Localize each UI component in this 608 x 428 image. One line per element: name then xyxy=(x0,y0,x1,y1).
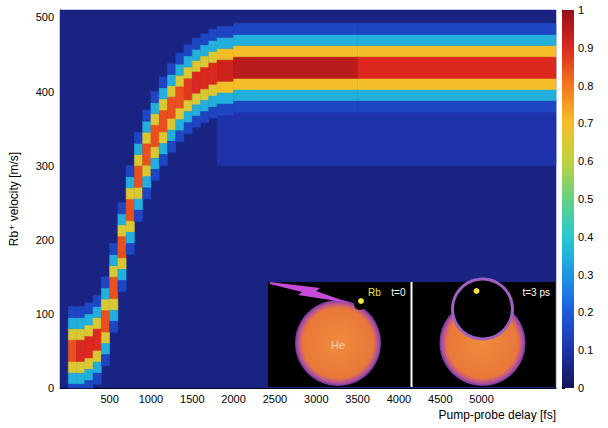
svg-text:2000: 2000 xyxy=(221,393,245,405)
svg-text:200: 200 xyxy=(36,234,54,246)
svg-text:100: 100 xyxy=(36,308,54,320)
svg-text:0.2: 0.2 xyxy=(578,306,593,318)
svg-text:Rb: Rb xyxy=(368,287,381,298)
svg-text:0: 0 xyxy=(48,382,54,394)
svg-text:Pump-probe delay [fs]: Pump-probe delay [fs] xyxy=(439,408,556,422)
svg-text:300: 300 xyxy=(36,160,54,172)
svg-text:t=3 ps: t=3 ps xyxy=(522,287,550,298)
svg-text:400: 400 xyxy=(36,86,54,98)
svg-text:3500: 3500 xyxy=(345,393,369,405)
svg-text:He: He xyxy=(331,339,345,351)
svg-text:500: 500 xyxy=(100,393,118,405)
svg-text:0.7: 0.7 xyxy=(578,117,593,129)
svg-text:5000: 5000 xyxy=(469,393,493,405)
svg-text:4000: 4000 xyxy=(387,393,411,405)
svg-text:0.1: 0.1 xyxy=(578,344,593,356)
svg-text:0.5: 0.5 xyxy=(578,193,593,205)
svg-text:0.8: 0.8 xyxy=(578,80,593,92)
svg-text:Rb⁺ velocity [m/s]: Rb⁺ velocity [m/s] xyxy=(7,152,21,246)
svg-text:0.6: 0.6 xyxy=(578,155,593,167)
svg-text:0.3: 0.3 xyxy=(578,269,593,281)
svg-text:0: 0 xyxy=(578,382,584,394)
svg-text:1500: 1500 xyxy=(180,393,204,405)
svg-text:1: 1 xyxy=(578,4,584,16)
svg-text:500: 500 xyxy=(36,11,54,23)
svg-text:0.4: 0.4 xyxy=(578,231,593,243)
svg-text:0.9: 0.9 xyxy=(578,42,593,54)
svg-text:3000: 3000 xyxy=(304,393,328,405)
svg-text:2500: 2500 xyxy=(263,393,287,405)
svg-text:4500: 4500 xyxy=(428,393,452,405)
svg-text:1000: 1000 xyxy=(139,393,163,405)
svg-text:t=0: t=0 xyxy=(391,287,406,298)
